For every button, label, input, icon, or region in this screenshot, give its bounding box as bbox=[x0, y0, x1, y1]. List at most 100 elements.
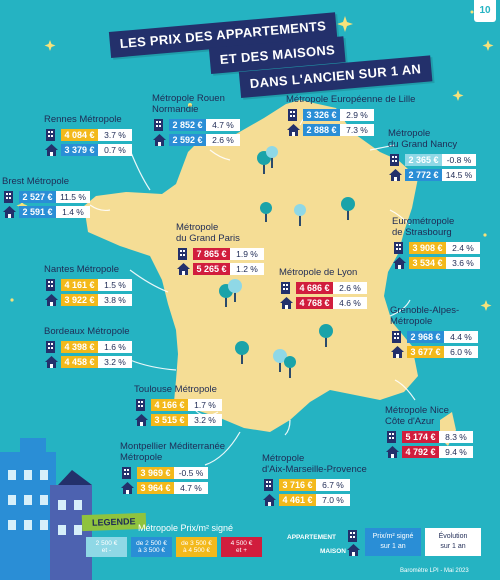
apartment-price: 7 865 € bbox=[193, 247, 230, 260]
apartment-icon bbox=[390, 153, 399, 166]
apartment-price: 3 326 € bbox=[303, 108, 340, 121]
region-strasbourg: Eurométropole de Strasbourg 3 908 €2.4 %… bbox=[392, 216, 480, 271]
house-price: 3 677 € bbox=[407, 345, 444, 358]
apartment-price: 2 365 € bbox=[405, 153, 442, 166]
apartment-price: 3 969 € bbox=[137, 466, 174, 479]
house-price: 3 534 € bbox=[409, 256, 446, 269]
house-price: 4 792 € bbox=[402, 445, 439, 458]
legend: LEGENDE Métropole Prix/m² signé 2 500 € … bbox=[81, 512, 486, 558]
apartment-price: 4 161 € bbox=[61, 278, 98, 291]
apartment-icon bbox=[178, 247, 187, 260]
house-icon bbox=[177, 262, 190, 275]
region-name: Brest Métropole bbox=[2, 176, 70, 187]
house-price: 2 592 € bbox=[169, 133, 206, 146]
house-evolution: 14.5 % bbox=[442, 168, 476, 181]
region-montpellier: Montpellier Méditerranée Métropole 3 969… bbox=[120, 441, 225, 496]
region-name: Métropole Nice Côte d'Azur bbox=[385, 405, 449, 427]
region-name: Métropole Européenne de Lille bbox=[286, 94, 416, 105]
legend-evolution-box: Évolution sur 1 an bbox=[425, 528, 481, 556]
house-price: 3 964 € bbox=[137, 481, 174, 494]
apartment-icon bbox=[394, 241, 403, 254]
apartment-price: 5 174 € bbox=[402, 430, 439, 443]
apartment-icon bbox=[348, 530, 357, 542]
region-name: Métropole de Lyon bbox=[279, 267, 358, 278]
region-bordeaux: Bordeaux Métropole 4 398 €1.6 % 4 458 €3… bbox=[44, 326, 132, 370]
apartment-evolution: 2.9 % bbox=[340, 108, 374, 121]
house-icon bbox=[3, 205, 16, 218]
legend-swatch-top: 4 500 € et + bbox=[221, 537, 262, 557]
apartment-icon bbox=[281, 281, 290, 294]
apartment-price: 2 968 € bbox=[407, 330, 444, 343]
house-evolution: 7.3 % bbox=[340, 123, 374, 136]
house-evolution: 4.7 % bbox=[174, 481, 208, 494]
legend-swatch-low-label: 2 500 € et - bbox=[95, 540, 118, 554]
legend-swatch-top-label: 4 500 € et + bbox=[230, 540, 253, 554]
apartment-icon bbox=[4, 190, 13, 203]
region-name: Grenoble-Alpes- Métropole bbox=[390, 305, 460, 327]
house-price: 3 515 € bbox=[151, 413, 188, 426]
page-number: 10 bbox=[474, 0, 496, 22]
apartment-icon bbox=[387, 430, 396, 443]
house-icon bbox=[393, 256, 406, 269]
region-rennes: Rennes Métropole 4 084 €3.7 % 3 379 €0.7… bbox=[44, 114, 132, 158]
apartment-icon bbox=[46, 340, 55, 353]
region-marseille: Métropole d'Aix-Marseille-Provence 3 716… bbox=[262, 453, 367, 508]
region-nancy: Métropole du Grand Nancy 2 365 € -0.8 % 2… bbox=[388, 128, 476, 183]
house-evolution: 3.2 % bbox=[188, 413, 222, 426]
house-icon bbox=[389, 168, 402, 181]
house-evolution: 2.6 % bbox=[206, 133, 240, 146]
region-name: Métropole du Grand Paris bbox=[176, 222, 240, 244]
apartment-icon bbox=[154, 118, 163, 131]
house-price: 3 922 € bbox=[61, 293, 98, 306]
legend-title: Métropole Prix/m² signé bbox=[138, 523, 234, 533]
apartment-evolution: 1.5 % bbox=[98, 278, 132, 291]
building-decorations bbox=[0, 438, 92, 580]
house-evolution: 9.4 % bbox=[439, 445, 473, 458]
house-icon bbox=[287, 123, 300, 136]
house-price: 2 888 € bbox=[303, 123, 340, 136]
apartment-evolution: 1.9 % bbox=[230, 247, 264, 260]
house-icon bbox=[347, 544, 360, 556]
house-evolution: 3.8 % bbox=[98, 293, 132, 306]
apartment-price: 4 686 € bbox=[296, 281, 333, 294]
legend-maison-label: MAISON bbox=[320, 548, 346, 555]
house-evolution: 7.0 % bbox=[316, 493, 350, 506]
apartment-price: 2 527 € bbox=[19, 190, 56, 203]
house-evolution: 4.6 % bbox=[333, 296, 367, 309]
region-rouen: Métropole Rouen Normandie 2 852 €4.7 % 2… bbox=[152, 93, 240, 148]
apartment-evolution: 6.7 % bbox=[316, 478, 350, 491]
legend-tag: LEGENDE bbox=[81, 512, 146, 532]
region-brest: Brest Métropole 2 527 €11.5 % 2 591 €1.4… bbox=[2, 176, 90, 220]
house-price: 4 768 € bbox=[296, 296, 333, 309]
house-icon bbox=[45, 143, 58, 156]
legend-swatch-mid: de 2 500 € à 3 500 € bbox=[131, 537, 172, 557]
apartment-icon bbox=[46, 278, 55, 291]
house-evolution: 1.2 % bbox=[230, 262, 264, 275]
house-price: 4 458 € bbox=[61, 355, 98, 368]
house-icon bbox=[45, 355, 58, 368]
house-icon bbox=[386, 445, 399, 458]
region-name: Bordeaux Métropole bbox=[44, 326, 130, 337]
apartment-price: 2 852 € bbox=[169, 118, 206, 131]
apartment-evolution: 3.7 % bbox=[98, 128, 132, 141]
region-lille: Métropole Européenne de Lille 3 326 €2.9… bbox=[286, 94, 415, 138]
apartment-price: 4 398 € bbox=[61, 340, 98, 353]
region-name: Rennes Métropole bbox=[44, 114, 122, 125]
house-price: 5 265 € bbox=[193, 262, 230, 275]
apartment-icon bbox=[122, 466, 131, 479]
region-name: Montpellier Méditerranée Métropole bbox=[120, 441, 226, 463]
region-name: Toulouse Métropole bbox=[134, 384, 217, 395]
apartment-evolution: 2.6 % bbox=[333, 281, 367, 294]
apartment-evolution: 4.7 % bbox=[206, 118, 240, 131]
house-icon bbox=[153, 133, 166, 146]
region-grenoble: Grenoble-Alpes- Métropole 2 968 €4.4 % 3… bbox=[390, 305, 478, 360]
region-nantes: Nantes Métropole 4 161 €1.5 % 3 922 €3.8… bbox=[44, 264, 132, 308]
apartment-evolution: 8.3 % bbox=[439, 430, 473, 443]
apartment-icon bbox=[288, 108, 297, 121]
apartment-evolution: 2.4 % bbox=[446, 241, 480, 254]
house-icon bbox=[135, 413, 148, 426]
legend-swatch-mid-label: de 2 500 € à 3 500 € bbox=[136, 540, 167, 554]
region-name: Métropole d'Aix-Marseille-Provence bbox=[262, 453, 367, 475]
house-icon bbox=[280, 296, 293, 309]
